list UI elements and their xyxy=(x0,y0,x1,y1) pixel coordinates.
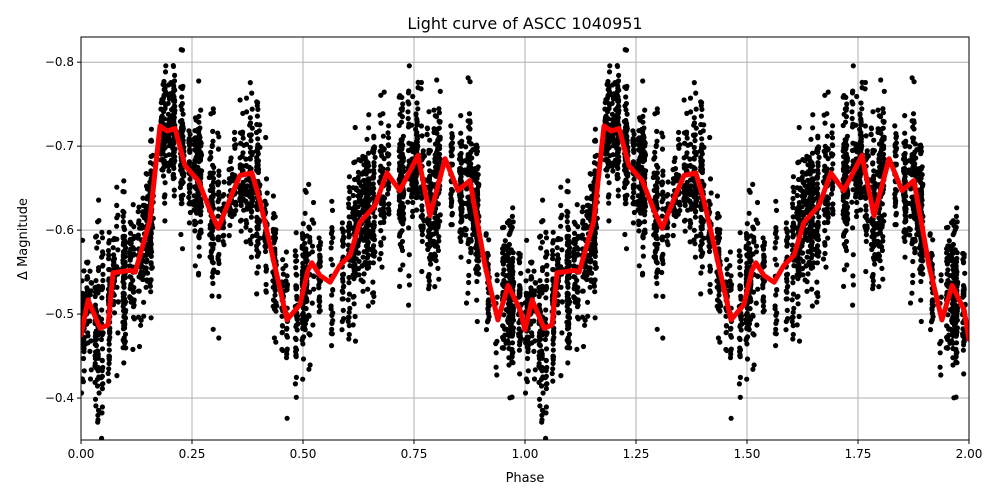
observation-points xyxy=(81,47,968,440)
y-axis-label: Δ Magnitude xyxy=(16,198,31,280)
binned-curve xyxy=(81,123,969,342)
x-tick-label: 0.75 xyxy=(401,447,428,461)
x-tick-label: 1.00 xyxy=(512,447,539,461)
y-axis-ticks: −0.8 −0.7 −0.6 −0.5 −0.4 xyxy=(45,55,81,405)
chart-title: Light curve of ASCC 1040951 xyxy=(407,14,642,33)
y-tick-label: −0.6 xyxy=(45,223,74,237)
x-tick-label: 0.00 xyxy=(68,447,95,461)
x-tick-label: 1.75 xyxy=(845,447,872,461)
y-tick-label: −0.7 xyxy=(45,139,74,153)
data-point-markers xyxy=(81,47,968,440)
x-tick-label: 0.25 xyxy=(179,447,206,461)
x-tick-label: 1.50 xyxy=(734,447,761,461)
x-tick-label: 2.00 xyxy=(956,447,983,461)
binned-mean-line xyxy=(81,123,969,342)
x-tick-label: 1.25 xyxy=(623,447,650,461)
y-tick-label: −0.8 xyxy=(45,55,74,69)
y-tick-label: −0.4 xyxy=(45,391,74,405)
x-axis-label: Phase xyxy=(506,471,545,486)
x-tick-label: 0.50 xyxy=(290,447,317,461)
y-tick-label: −0.5 xyxy=(45,307,74,321)
x-axis-ticks: 0.00 0.25 0.50 0.75 1.00 1.25 1.50 1.75 2.00 xyxy=(68,440,983,461)
